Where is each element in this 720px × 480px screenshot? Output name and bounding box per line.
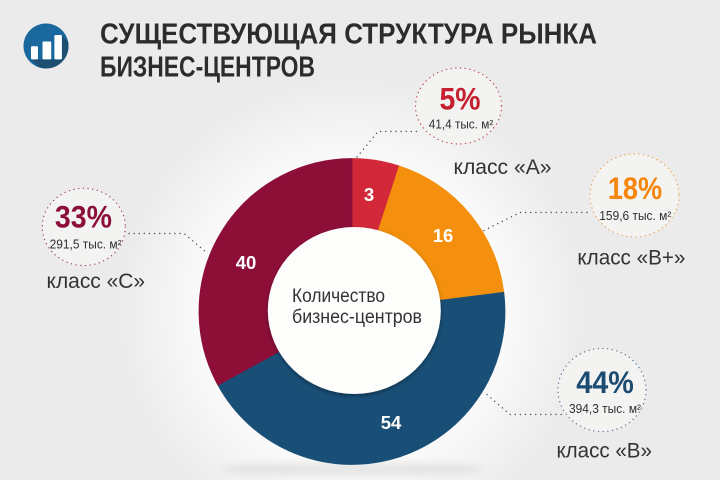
svg-text:5%: 5% bbox=[440, 81, 481, 117]
svg-text:33%: 33% bbox=[55, 199, 112, 235]
svg-text:БИЗНЕС-ЦЕНТРОВ: БИЗНЕС-ЦЕНТРОВ bbox=[100, 51, 315, 83]
svg-text:40: 40 bbox=[236, 252, 257, 273]
svg-text:291,5 тыс. м²: 291,5 тыс. м² bbox=[50, 237, 122, 251]
svg-text:159,6 тыс. м²: 159,6 тыс. м² bbox=[599, 209, 671, 223]
svg-text:3: 3 bbox=[364, 184, 374, 205]
svg-text:класс «А»: класс «А» bbox=[454, 155, 552, 179]
svg-text:бизнес-центров: бизнес-центров bbox=[292, 306, 422, 328]
svg-text:54: 54 bbox=[381, 412, 402, 433]
svg-text:44%: 44% bbox=[576, 364, 634, 400]
svg-text:Количество: Количество bbox=[292, 285, 385, 307]
svg-text:СУЩЕСТВУЮЩАЯ СТРУКТУРА РЫНКА: СУЩЕСТВУЮЩАЯ СТРУКТУРА РЫНКА bbox=[100, 18, 597, 50]
svg-text:18%: 18% bbox=[608, 170, 662, 206]
svg-text:16: 16 bbox=[433, 225, 454, 246]
svg-text:класс «В+»: класс «В+» bbox=[577, 245, 685, 269]
svg-text:41,4 тыс. м²: 41,4 тыс. м² bbox=[429, 118, 494, 132]
svg-text:класс «С»: класс «С» bbox=[47, 269, 146, 293]
svg-text:394,3 тыс. м²: 394,3 тыс. м² bbox=[569, 402, 641, 416]
svg-text:класс «В»: класс «В» bbox=[556, 438, 652, 462]
